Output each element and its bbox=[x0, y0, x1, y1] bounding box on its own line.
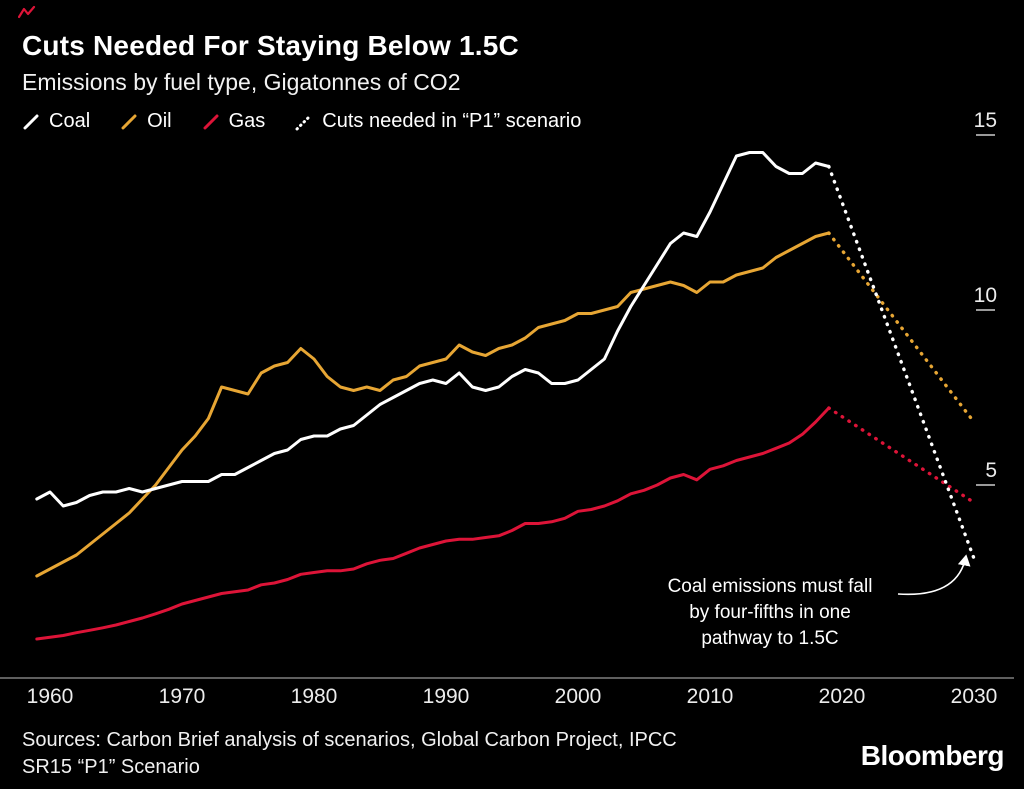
chart-annotation: Coal emissions must fall by four-fifths … bbox=[620, 574, 920, 652]
y-tick-label-15: 15 bbox=[974, 109, 997, 132]
coal-line-swatch-icon bbox=[23, 114, 39, 129]
x-tick-label-1970: 1970 bbox=[159, 685, 206, 708]
oil-line-swatch-icon bbox=[121, 114, 137, 129]
sources-line-2: SR15 “P1” Scenario bbox=[22, 756, 200, 778]
series-line-gas-cuts-needed-in-p1-scenario bbox=[827, 406, 976, 505]
dashed-line-swatch-icon bbox=[295, 113, 313, 130]
sources-line-1: Sources: Carbon Brief analysis of scenar… bbox=[22, 729, 677, 751]
x-tick-label-1980: 1980 bbox=[291, 685, 338, 708]
series-line-gas bbox=[35, 406, 831, 641]
y-tick-label-5: 5 bbox=[985, 459, 997, 482]
x-tick-label-2020: 2020 bbox=[819, 685, 866, 708]
annotation-line-2: by four-fifths in one bbox=[689, 602, 851, 623]
x-tick-label-2030: 2030 bbox=[951, 685, 998, 708]
annotation-arrow bbox=[897, 554, 971, 596]
chart-legend: Coal Oil Gas Cuts needed in “P1” scenari… bbox=[22, 110, 581, 133]
bloomberg-logo: Bloomberg bbox=[860, 740, 1005, 771]
sources-note: Sources: Carbon Brief analysis of scenar… bbox=[22, 727, 677, 781]
series-line-oil bbox=[35, 231, 831, 578]
legend-label-p1-cuts: Cuts needed in “P1” scenario bbox=[322, 110, 582, 132]
series-line-coal bbox=[35, 151, 831, 508]
gas-line-swatch-icon bbox=[203, 114, 219, 129]
x-tick-label-1990: 1990 bbox=[423, 685, 470, 708]
x-tick-label-2010: 2010 bbox=[687, 685, 734, 708]
brand-mark-icon bbox=[18, 5, 36, 19]
legend-label-gas: Gas bbox=[228, 110, 266, 132]
series-line-oil-cuts-needed-in-p1-scenario bbox=[827, 231, 976, 424]
legend-label-coal: Coal bbox=[49, 110, 91, 132]
annotation-line-3: pathway to 1.5C bbox=[701, 628, 839, 649]
x-tick-label-2000: 2000 bbox=[555, 685, 602, 708]
legend-item-coal: Coal bbox=[22, 110, 90, 133]
annotation-line-1: Coal emissions must fall bbox=[667, 576, 873, 597]
chart-subtitle: Emissions by fuel type, Gigatonnes of CO… bbox=[22, 69, 461, 95]
legend-item-oil: Oil bbox=[120, 110, 172, 133]
series-line-coal-cuts-needed-in-p1-scenario bbox=[827, 164, 976, 561]
legend-label-oil: Oil bbox=[147, 110, 172, 132]
legend-item-gas: Gas bbox=[202, 110, 266, 133]
y-tick-label-10: 10 bbox=[974, 284, 997, 307]
chart-title: Cuts Needed For Staying Below 1.5C bbox=[22, 30, 519, 61]
x-tick-label-1960: 1960 bbox=[27, 685, 74, 708]
legend-item-p1-cuts: Cuts needed in “P1” scenario bbox=[295, 110, 581, 133]
